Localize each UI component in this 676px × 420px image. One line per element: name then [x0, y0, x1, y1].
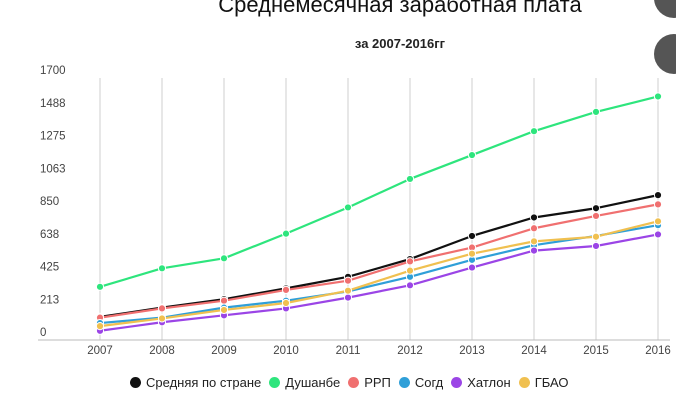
y-tick-label: 1700 [40, 65, 66, 77]
series-line [99, 224, 659, 325]
x-tick-label: 2014 [521, 345, 547, 357]
y-tick-label: 425 [40, 262, 59, 274]
legend-item: Согд [398, 374, 444, 390]
y-tick-label: 850 [40, 196, 59, 208]
series-line [99, 220, 659, 328]
data-point [405, 174, 415, 184]
x-tick-label: 2011 [336, 345, 361, 357]
series-line [99, 194, 659, 318]
chart-title: Среднемесячная заработная плата [218, 0, 582, 17]
legend-marker [518, 376, 530, 388]
data-point [95, 282, 105, 291]
data-point [591, 107, 601, 117]
legend-marker [348, 376, 360, 388]
data-point [281, 229, 291, 238]
legend-marker [269, 376, 281, 388]
y-tick-label: 638 [40, 229, 59, 241]
x-tick-label: 2008 [149, 345, 175, 357]
chart-legend: Средняя по стране Душанбе РРП Согд Хатлон ГБА… [130, 373, 569, 391]
data-point [343, 276, 353, 285]
x-tick-label: 2007 [87, 345, 113, 357]
x-tick-label: 2012 [397, 345, 423, 357]
legend-marker [130, 376, 141, 388]
data-point [157, 304, 167, 313]
data-point [529, 127, 539, 136]
data-point [653, 230, 663, 239]
x-tick-label: 2015 [583, 345, 609, 357]
data-point [591, 232, 601, 241]
series-line [99, 203, 659, 319]
data-point [343, 293, 353, 302]
y-tick-label: 1488 [40, 98, 66, 110]
legend-label: Согд [414, 374, 444, 390]
data-point [653, 217, 663, 226]
data-point [529, 224, 539, 233]
data-point [281, 285, 291, 295]
legend-item: Средняя по стране [130, 375, 261, 390]
y-tick-label: 0 [40, 327, 46, 339]
y-tick-label: 213 [40, 294, 59, 306]
data-point [529, 246, 539, 255]
legend-label: Средняя по стране [146, 374, 262, 390]
data-point [467, 249, 477, 258]
legend-label: ГБАО [534, 374, 569, 390]
legend-label: Хатлон [467, 374, 511, 390]
data-point [405, 257, 415, 266]
legend-marker [398, 376, 410, 388]
data-point [467, 150, 477, 160]
x-tick-label: 2013 [459, 345, 485, 357]
data-point [157, 264, 167, 273]
x-tick-label: 2009 [211, 345, 237, 357]
chart-subtitle: за 2007-2016гг [354, 36, 446, 51]
series-line [99, 233, 659, 332]
x-tick-label: 2016 [645, 345, 671, 357]
data-point [343, 286, 353, 295]
legend-label: Душанбе [285, 374, 341, 390]
corner-circle-button[interactable] [654, 34, 676, 74]
data-point [281, 298, 291, 308]
data-point [219, 305, 229, 315]
data-point [591, 204, 601, 213]
legend-label: РРП [364, 374, 391, 390]
data-point [653, 191, 663, 200]
data-point [405, 266, 415, 275]
data-point [591, 211, 601, 221]
data-point [95, 322, 105, 331]
data-point [405, 281, 415, 290]
data-point [343, 203, 353, 212]
data-point [529, 237, 539, 246]
legend-marker [451, 376, 463, 388]
data-point [219, 254, 229, 263]
data-point [591, 241, 601, 251]
data-point [467, 263, 477, 272]
series-line [99, 95, 659, 288]
data-point [529, 213, 539, 222]
data-point [467, 231, 477, 241]
legend-item: ГБАО [518, 374, 569, 390]
data-point [157, 314, 167, 323]
y-tick-label: 1275 [40, 131, 66, 143]
legend-item: Хатлон [451, 374, 511, 390]
legend-item: РРП [348, 375, 391, 390]
y-tick-label: 1063 [40, 163, 66, 175]
data-point [653, 200, 663, 209]
legend-item: Душанбе [269, 375, 340, 390]
x-tick-label: 2010 [273, 345, 299, 357]
data-point [219, 296, 229, 305]
data-point [653, 92, 663, 101]
